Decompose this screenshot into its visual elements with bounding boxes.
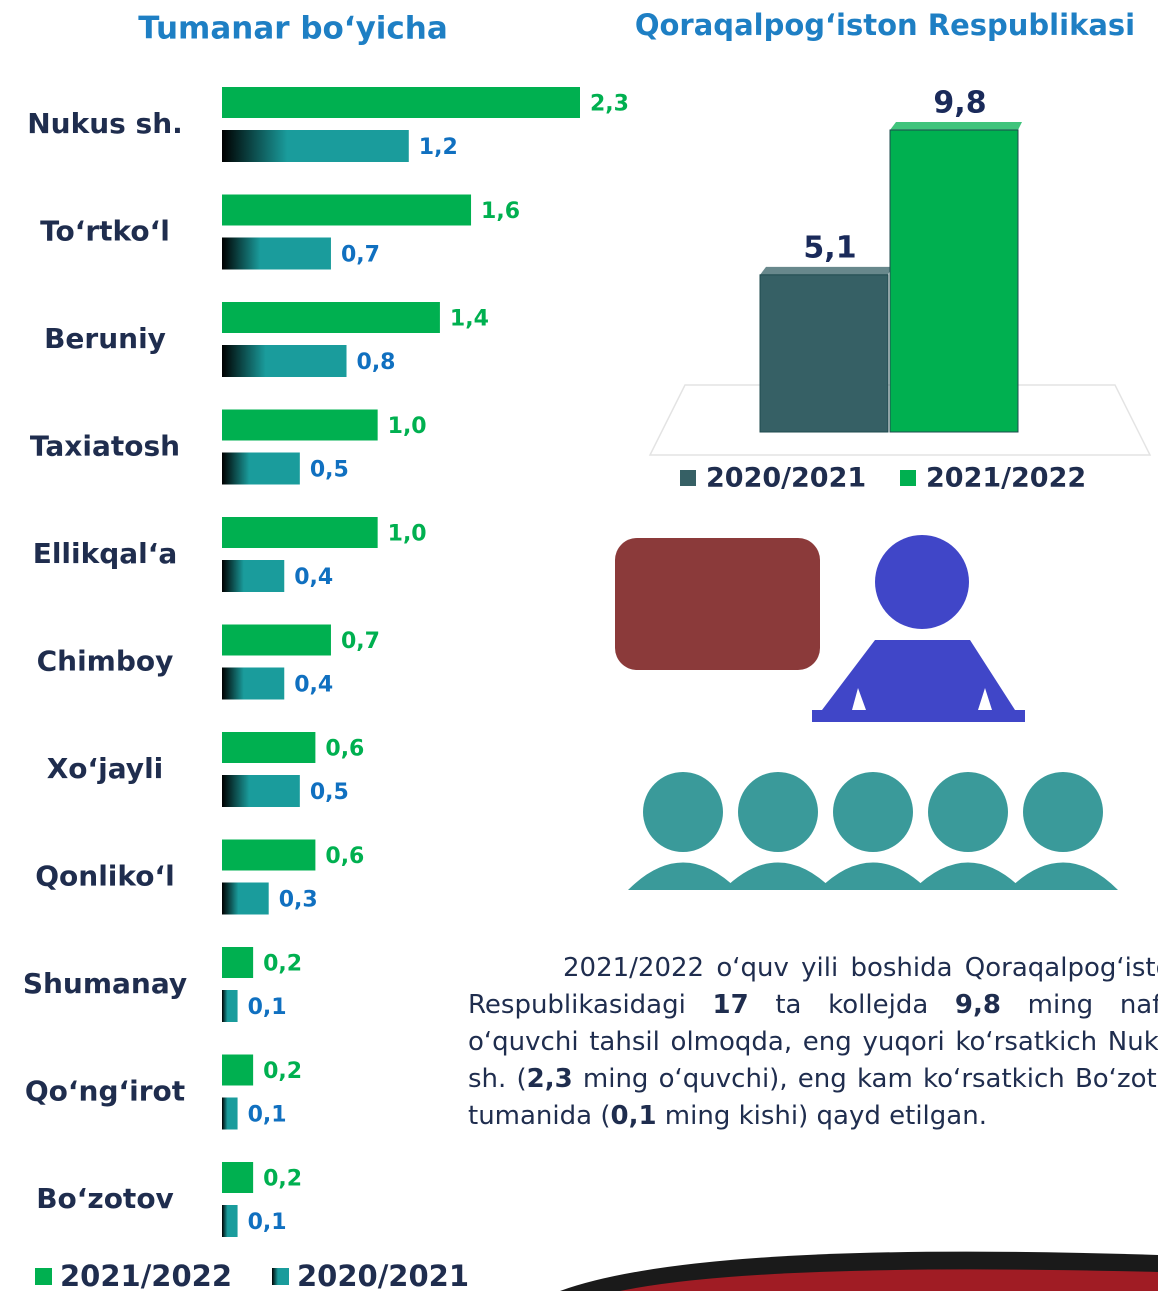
bar <box>222 1162 254 1193</box>
category-label: Nukus sh. <box>27 107 183 140</box>
legend-label: 2020/2021 <box>297 1259 469 1291</box>
value-label: 0,5 <box>310 458 349 483</box>
bar <box>222 130 409 162</box>
paragraph-run: 17 <box>712 990 749 1020</box>
bar <box>889 129 1019 433</box>
paragraph-run: 0,1 <box>610 1101 657 1131</box>
bar <box>222 452 300 485</box>
legend-swatch <box>900 470 916 486</box>
category-label: Ellikqal‘a <box>33 537 178 570</box>
audience <box>628 772 1118 890</box>
bar <box>222 194 472 226</box>
value-label: 0,3 <box>279 888 318 913</box>
value-label: 0,2 <box>263 1059 302 1084</box>
value-label: 0,2 <box>263 1167 302 1192</box>
teacher-head <box>875 535 969 629</box>
value-label: 0,2 <box>263 952 302 977</box>
legend-swatch <box>35 1268 52 1285</box>
bar <box>222 237 331 270</box>
value-label: 1,0 <box>388 414 427 439</box>
bar <box>222 87 580 118</box>
chart-floor <box>648 384 1152 456</box>
value-label: 0,8 <box>357 350 396 375</box>
chart-title: Qoraqalpog‘iston Respublikasi <box>635 8 1135 42</box>
bar <box>222 560 285 592</box>
bar <box>222 775 300 807</box>
paragraph-run: 2,3 <box>526 1064 573 1094</box>
legend-label: 2021/2022 <box>926 463 1086 494</box>
bar <box>222 732 316 763</box>
paragraph-run: ta kollejda <box>748 990 955 1020</box>
value-label: 5,1 <box>803 230 856 265</box>
category-label: Shumanay <box>23 967 187 1000</box>
category-label: Bo‘zotov <box>36 1182 174 1215</box>
paragraph-run: 2021/2022 o‘quv yili boshida Qoraqalpog‘… <box>468 953 1158 1020</box>
category-label: To‘rtko‘l <box>40 215 170 248</box>
bar-top <box>890 122 1022 130</box>
bar <box>222 667 285 700</box>
paragraph-run: ming nafar o‘quvchi tahsil olmoqda, eng … <box>468 990 1158 1094</box>
value-label: 1,6 <box>481 199 520 224</box>
bar <box>222 624 331 656</box>
value-label: 0,6 <box>325 844 364 869</box>
illustration <box>615 535 1118 890</box>
value-label: 0,1 <box>248 1210 287 1235</box>
paragraph-run: ming kishi) qayd etilgan. <box>656 1101 987 1131</box>
paragraph: 2021/2022 o‘quv yili boshida Qoraqalpog‘… <box>468 950 1158 1135</box>
value-label: 0,7 <box>341 629 380 654</box>
decoration <box>620 1269 1158 1291</box>
category-label: Qonliko‘l <box>35 860 175 893</box>
bar <box>759 274 889 433</box>
legend-swatch <box>272 1268 289 1285</box>
legend-label: 2020/2021 <box>706 463 866 494</box>
value-label: 0,5 <box>310 780 349 805</box>
value-label: 1,2 <box>419 135 458 160</box>
value-label: 0,4 <box>294 673 333 698</box>
board <box>615 538 820 670</box>
legend-swatch <box>680 470 696 486</box>
value-label: 1,0 <box>388 522 427 547</box>
bar <box>222 990 238 1022</box>
bar <box>222 839 316 871</box>
legend-label: 2021/2022 <box>60 1259 232 1291</box>
bar <box>222 517 378 548</box>
bar <box>222 1205 238 1237</box>
teacher-body <box>812 640 1025 722</box>
value-label: 1,4 <box>450 307 489 332</box>
category-label: Xo‘jayli <box>47 752 164 785</box>
value-label: 0,1 <box>248 1103 287 1128</box>
bar <box>222 409 378 441</box>
value-label: 0,1 <box>248 995 287 1020</box>
bar <box>222 345 347 377</box>
value-label: 0,7 <box>341 243 380 268</box>
bar-top <box>760 266 892 275</box>
value-label: 0,4 <box>294 565 333 590</box>
value-label: 2,3 <box>590 92 629 117</box>
category-label: Qo‘ng‘irot <box>25 1075 185 1108</box>
category-label: Chimboy <box>37 645 174 678</box>
bar <box>222 947 254 978</box>
paragraph-run: 9,8 <box>954 990 1001 1020</box>
bar <box>222 1097 238 1130</box>
paragraph-run: ming o‘quvchi), eng kam ko‘rsatkich Bo‘z… <box>468 1064 1158 1131</box>
bar <box>222 882 269 915</box>
value-label: 0,6 <box>325 737 364 762</box>
category-label: Beruniy <box>44 322 166 355</box>
bar <box>222 1054 254 1086</box>
chart-title: Tumanar bo‘yicha <box>138 11 448 47</box>
bar <box>222 302 440 333</box>
value-label: 9,8 <box>933 86 986 121</box>
category-label: Taxiatosh <box>30 430 180 463</box>
